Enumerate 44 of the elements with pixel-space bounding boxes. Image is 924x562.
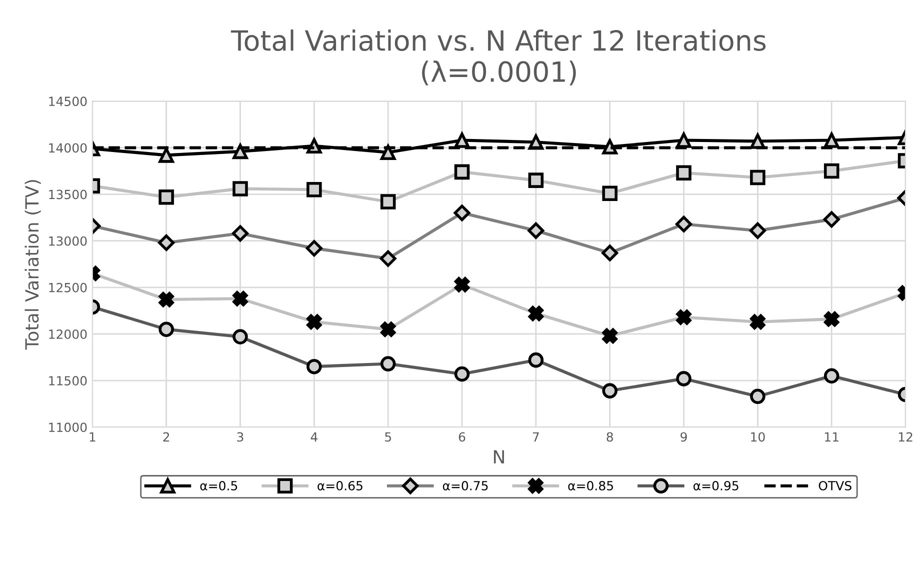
y-axis-title: Total Variation (TV) [24, 180, 41, 350]
x-axis-title: N [494, 450, 504, 464]
point [306, 182, 322, 198]
point [380, 194, 396, 210]
point [824, 163, 840, 179]
x-tick-label: 7 [532, 432, 539, 442]
legend-label: α=0.65 [318, 480, 362, 490]
y-tick-label: 13500 [49, 190, 87, 200]
point [824, 132, 840, 148]
y-tick-label: 14000 [49, 143, 87, 153]
y-tick-label: 12500 [49, 282, 87, 292]
legend-label: α=0.85 [568, 480, 613, 490]
point [750, 170, 766, 186]
point [602, 186, 618, 201]
point [158, 189, 174, 205]
legend-label: OTVS [818, 480, 852, 490]
x-tick-label: 5 [385, 432, 391, 442]
point [676, 132, 692, 148]
y-tick-label: 11500 [49, 376, 87, 386]
x-tick-label: 6 [458, 432, 466, 442]
y-tick-label: 11000 [49, 422, 87, 432]
legend-label: α=0.95 [694, 480, 738, 490]
point [454, 132, 470, 148]
point [158, 148, 174, 163]
point [454, 164, 470, 180]
chart-title: Total Variation vs. N After 12 Iterations (λ=0.0001) [230, 30, 766, 86]
y-tick-label: 14500 [49, 96, 87, 106]
point [380, 144, 396, 160]
x-tick-label: 3 [237, 432, 244, 442]
point [528, 172, 544, 188]
point [232, 181, 248, 196]
y-tick-label: 12000 [49, 329, 87, 339]
point [676, 165, 692, 181]
legend-label: α=0.75 [442, 480, 488, 490]
legend-label: α=0.5 [200, 480, 238, 490]
x-tick-label: 4 [310, 432, 318, 442]
x-tick-label: 2 [163, 432, 170, 442]
x-tick-label: 11 [825, 432, 838, 442]
x-tick-label: 1 [90, 432, 96, 442]
y-tick-label: 13000 [49, 236, 87, 246]
x-tick-label: 8 [606, 432, 613, 442]
x-tick-label: 10 [751, 432, 765, 442]
x-tick-label: 9 [680, 432, 687, 442]
x-tick-label: 12 [898, 432, 912, 442]
